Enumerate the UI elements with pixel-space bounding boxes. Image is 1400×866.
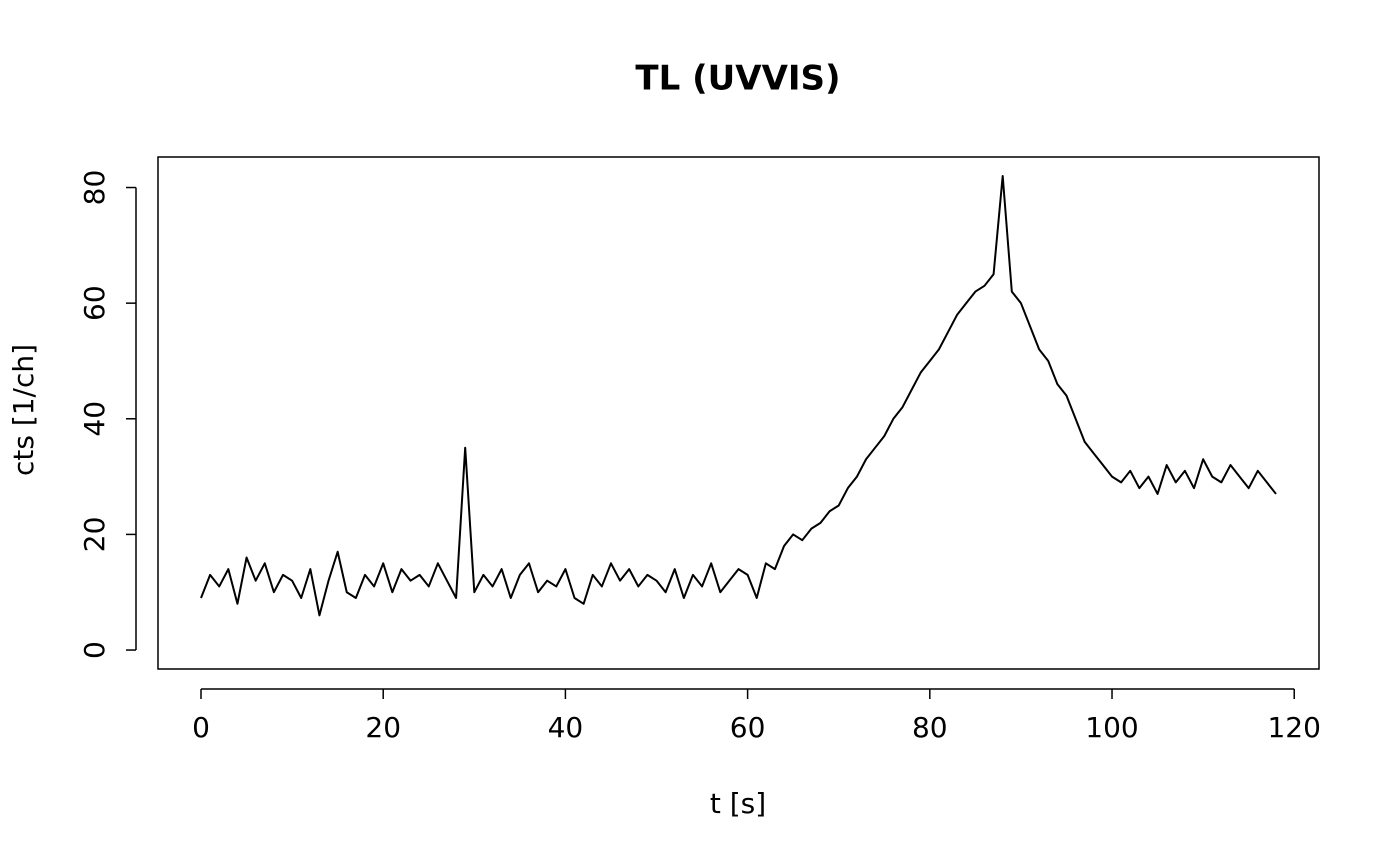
x-tick-label: 120	[1267, 711, 1320, 744]
y-tick-label: 80	[78, 170, 111, 206]
chart-title: TL (UVVIS)	[635, 59, 840, 99]
y-tick-label: 40	[78, 401, 111, 437]
x-tick-label: 40	[548, 711, 584, 744]
x-tick-label: 20	[365, 711, 401, 744]
x-tick-label: 0	[192, 711, 210, 744]
x-tick-label: 80	[912, 711, 948, 744]
y-tick-label: 20	[78, 517, 111, 553]
y-tick-label: 0	[78, 641, 111, 659]
x-tick-label: 60	[730, 711, 766, 744]
y-axis-label: cts [1/ch]	[7, 344, 40, 476]
y-tick-label: 60	[78, 285, 111, 321]
x-axis-label: t [s]	[710, 787, 766, 820]
x-tick-label: 100	[1085, 711, 1138, 744]
data-line	[200, 174, 1277, 617]
plot-frame	[157, 156, 1320, 670]
